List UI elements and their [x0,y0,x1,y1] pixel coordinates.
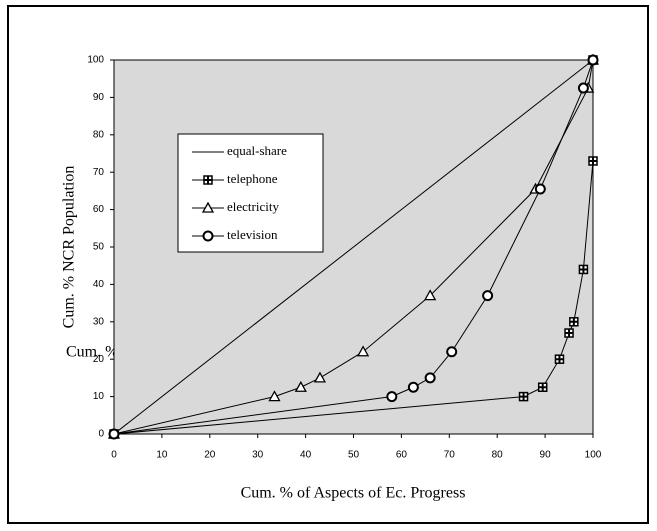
y-tick-label: 40 [93,279,105,290]
x-tick-label: 10 [156,450,168,461]
y-tick-label: 20 [93,354,105,365]
marker [203,175,213,185]
y-tick-label: 80 [93,129,105,140]
marker [569,317,579,327]
y-tick-label: 50 [93,242,105,253]
y-tick-label: 70 [93,167,105,178]
x-tick-label: 80 [492,450,504,461]
legend-label: television [227,227,278,242]
y-axis-label: Cum. % NCR Population [61,166,78,329]
y-tick-label: 100 [87,55,104,66]
marker [588,156,598,166]
marker-cross [565,329,574,338]
x-tick-label: 0 [111,450,117,461]
marker [534,183,546,195]
marker-cross [555,355,564,364]
marker [313,371,327,383]
legend-label: telephone [227,171,278,186]
y-tick-label: 60 [93,204,105,215]
legend-label: electricity [227,199,279,214]
y-tick-label: 0 [98,429,104,440]
frame [7,5,649,524]
marker [537,382,548,392]
x-tick-label: 70 [444,450,456,461]
marker [518,391,529,402]
marker [554,354,565,364]
marker [587,54,599,66]
marker [386,391,398,403]
marker [201,201,215,213]
x-tick-label: 40 [300,450,312,461]
marker [482,290,494,302]
x-tick-label: 60 [396,450,408,461]
marker [578,264,589,275]
marker [407,381,419,393]
x-tick-label: 100 [585,450,602,461]
marker-cross [519,392,528,401]
marker-cross [204,176,212,184]
legend-label: equal-share [227,143,287,158]
series-line [113,59,594,435]
marker [424,289,437,301]
marker [577,82,589,94]
marker [294,380,307,392]
legend-box [177,133,324,253]
x-tick-label: 50 [348,450,360,461]
x-tick-label: 90 [540,450,552,461]
marker [108,428,120,440]
x-axis-label: Cum. % of Aspects of Ec. Progress [241,485,466,502]
marker [202,230,214,242]
y-tick-label: 30 [93,316,105,327]
marker [424,372,436,384]
marker-cross [589,156,597,165]
marker-cross [579,265,588,274]
x-tick-label: 30 [252,450,264,461]
marker [446,346,458,358]
marker-cross [569,317,578,326]
x-tick-label: 20 [204,450,216,461]
marker-cross [538,383,547,392]
marker [356,345,370,357]
marker [564,328,574,338]
marker [268,390,281,402]
y-tick-label: 10 [93,391,105,402]
y-tick-label: 90 [93,92,105,103]
